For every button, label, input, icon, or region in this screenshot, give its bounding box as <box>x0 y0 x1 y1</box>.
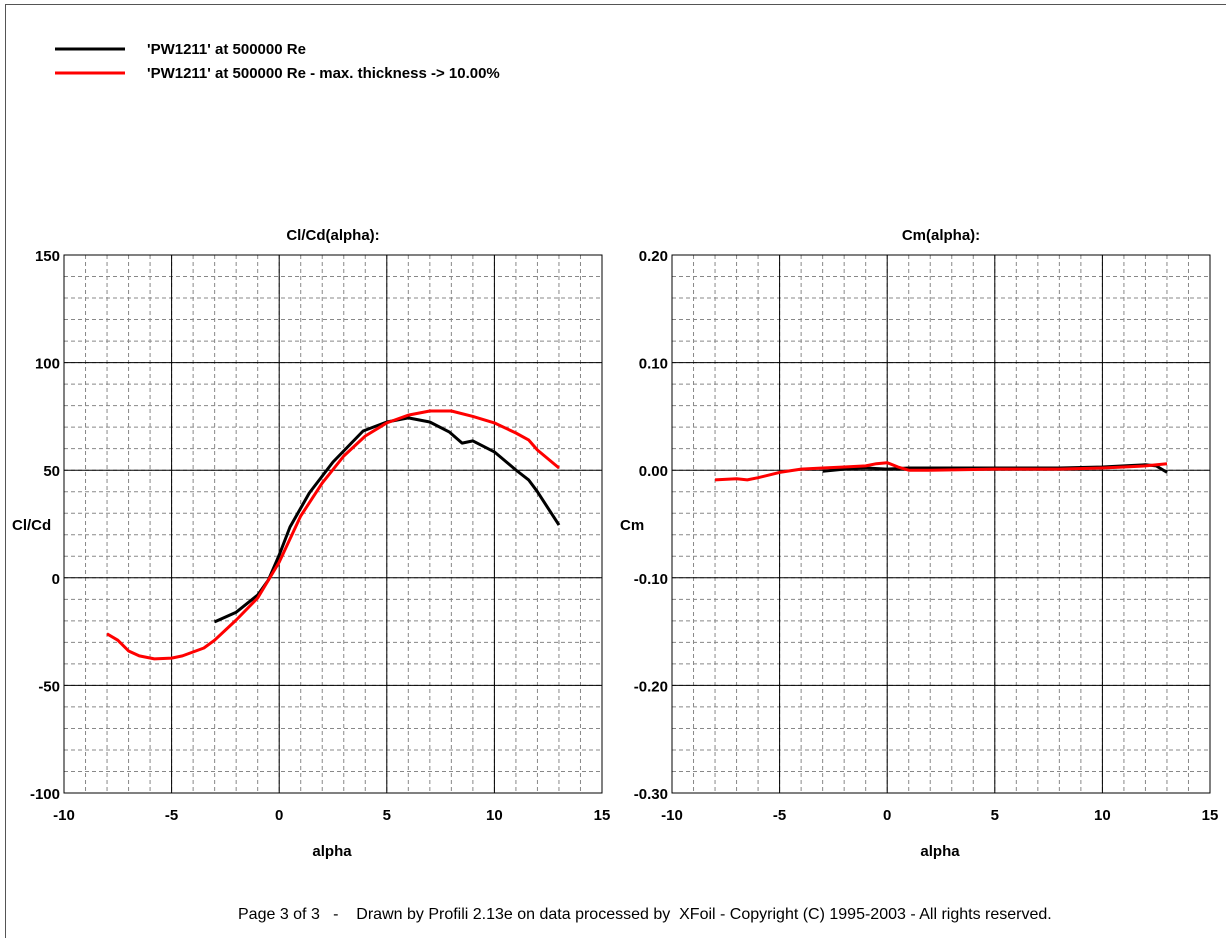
y-tick-label: -0.10 <box>634 571 668 588</box>
series-line <box>714 461 1168 482</box>
footer-text: Page 3 of 3 - Drawn by Profili 2.13e on … <box>238 906 1052 923</box>
x-tick-label: -5 <box>165 807 178 824</box>
plot-area-border <box>671 254 1211 794</box>
x-tick-label: -5 <box>773 807 786 824</box>
y-tick-label: 0.10 <box>639 356 668 373</box>
x-tick-label: 15 <box>1202 807 1219 824</box>
y-tick-label: 50 <box>43 463 60 480</box>
plot-area-border <box>63 254 603 794</box>
x-tick-label: 0 <box>883 807 891 824</box>
y-tick-label: -50 <box>38 678 60 695</box>
y-tick-label: 100 <box>35 356 60 373</box>
y-tick-label: 0 <box>52 571 60 588</box>
x-tick-label: 15 <box>594 807 611 824</box>
y-tick-label: -0.30 <box>634 786 668 803</box>
y-tick-label: 150 <box>35 248 60 265</box>
y-tick-label: 0.00 <box>639 463 668 480</box>
y-tick-label: -100 <box>30 786 60 803</box>
x-tick-label: -10 <box>661 807 683 824</box>
chart-title: Cl/Cd(alpha): <box>286 227 379 244</box>
y-axis-label: Cl/Cd <box>12 517 51 534</box>
x-tick-label: 5 <box>991 807 999 824</box>
x-axis-label: alpha <box>920 843 960 860</box>
x-tick-label: 0 <box>275 807 283 824</box>
chart-title: Cm(alpha): <box>902 227 980 244</box>
y-tick-label: -0.20 <box>634 678 668 695</box>
legend-label: 'PW1211' at 500000 Re <box>147 41 306 58</box>
x-axis-label: alpha <box>312 843 352 860</box>
x-tick-label: 10 <box>1094 807 1111 824</box>
x-tick-label: 10 <box>486 807 503 824</box>
series-line <box>106 409 560 661</box>
legend-label: 'PW1211' at 500000 Re - max. thickness -… <box>147 65 500 82</box>
y-tick-label: 0.20 <box>639 248 668 265</box>
x-tick-label: -10 <box>53 807 75 824</box>
window-frame <box>5 4 1226 938</box>
y-axis-label: Cm <box>620 517 644 534</box>
x-tick-label: 5 <box>383 807 391 824</box>
